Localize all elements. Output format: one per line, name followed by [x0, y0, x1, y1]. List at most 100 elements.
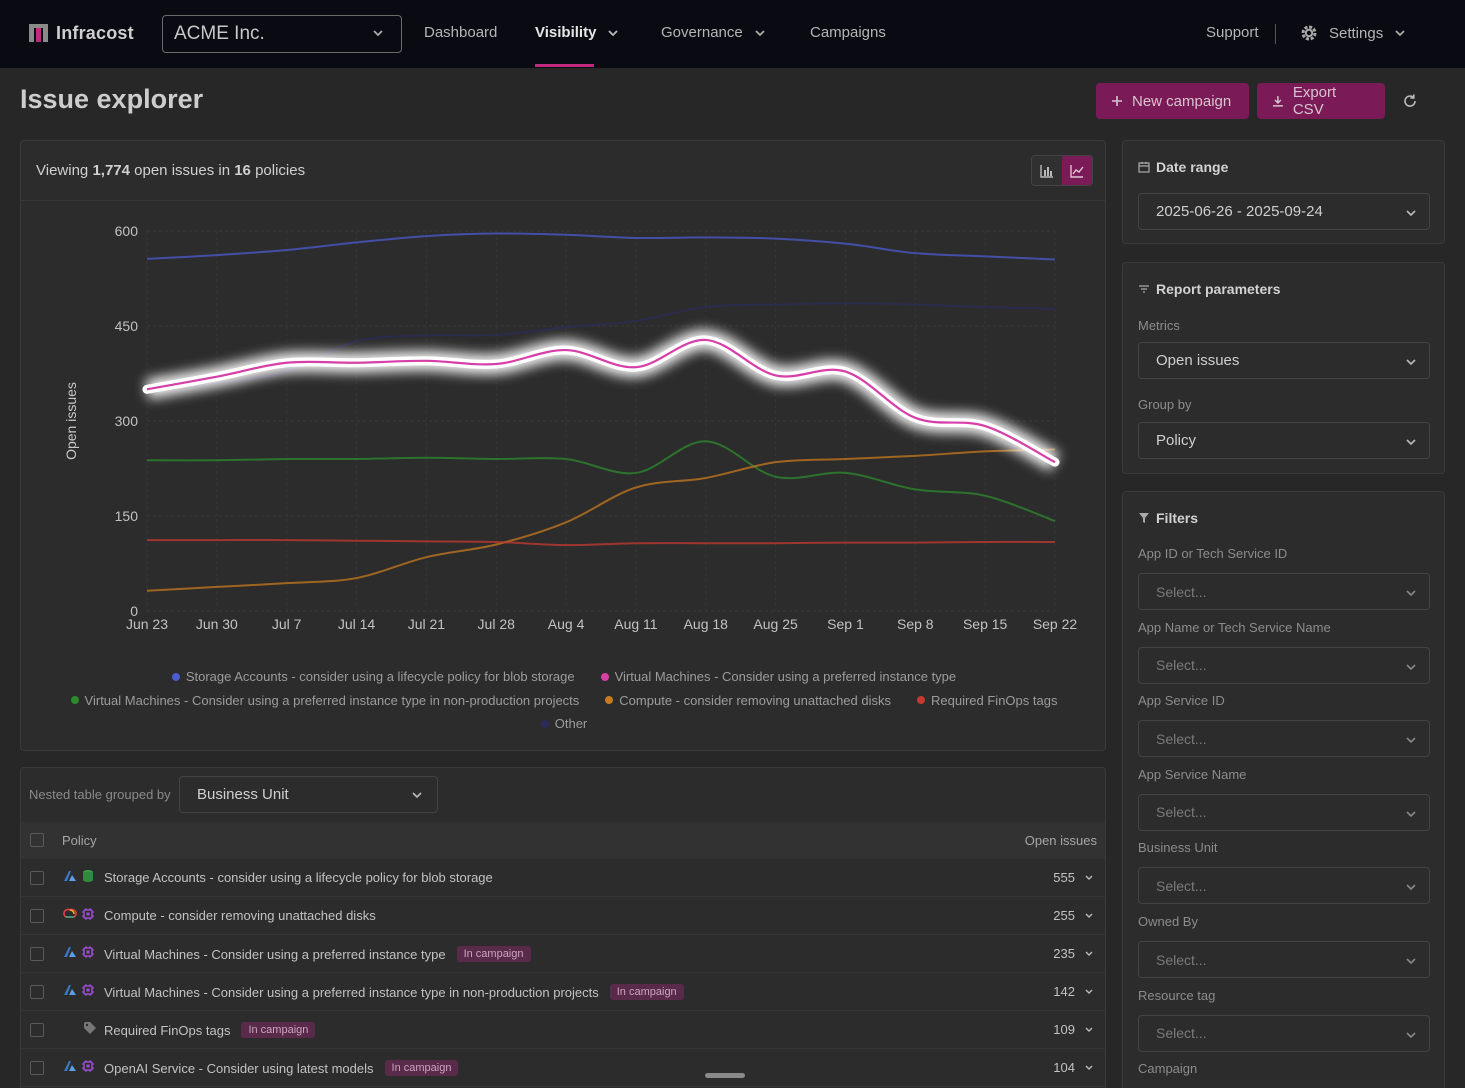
row-checkbox[interactable] — [30, 909, 44, 923]
policy-name[interactable]: Virtual Machines - Consider using a pref… — [104, 984, 684, 1000]
filter-select[interactable]: Select... — [1138, 1014, 1430, 1052]
filter-placeholder: Select... — [1156, 1025, 1207, 1042]
nav-support[interactable]: Support — [1206, 24, 1259, 41]
x-tick-label: Jun 23 — [126, 616, 168, 632]
new-campaign-button[interactable]: New campaign — [1096, 83, 1249, 119]
legend-row: Other — [21, 712, 1107, 736]
expand-chevron-icon[interactable] — [1084, 1063, 1094, 1073]
table-row[interactable]: Required FinOps tags In campaign 109 — [21, 1011, 1105, 1049]
expand-chevron-icon[interactable] — [1084, 987, 1094, 997]
refresh-icon[interactable] — [1400, 91, 1420, 111]
report-title-text: Report parameters — [1156, 281, 1281, 297]
table-row[interactable]: Compute - consider removing unattached d… — [21, 897, 1105, 935]
filter-placeholder: Select... — [1156, 804, 1207, 821]
row-checkbox[interactable] — [30, 947, 44, 961]
group-by-select[interactable]: Business Unit — [179, 776, 438, 813]
legend-swatch — [171, 672, 180, 681]
series-line[interactable] — [147, 539, 1056, 547]
org-selector[interactable]: ACME Inc. — [162, 15, 402, 53]
chevron-down-icon — [1406, 958, 1416, 965]
policy-name[interactable]: Required FinOps tags In campaign — [104, 1022, 316, 1038]
expand-chevron-icon[interactable] — [1084, 911, 1094, 921]
expand-chevron-icon[interactable] — [1084, 873, 1094, 883]
legend-item[interactable]: Other — [540, 716, 587, 731]
nav-governance-label: Governance — [661, 24, 743, 41]
chevron-down-icon — [412, 792, 422, 799]
date-range-select[interactable]: 2025-06-26 - 2025-09-24 — [1138, 193, 1430, 230]
filter-select[interactable]: Select... — [1138, 793, 1430, 831]
filter-select[interactable]: Select... — [1138, 646, 1430, 684]
policy-name-text: OpenAI Service - Consider using latest m… — [104, 1060, 374, 1076]
table-row[interactable]: Virtual Machines - Consider using a pref… — [21, 973, 1105, 1011]
series-line[interactable] — [146, 440, 1056, 523]
x-tick-label: Aug 11 — [614, 616, 658, 632]
column-open-issues[interactable]: Open issues — [1024, 833, 1097, 848]
row-checkbox[interactable] — [30, 1023, 44, 1037]
column-policy[interactable]: Policy — [62, 833, 97, 848]
select-all-checkbox[interactable] — [30, 833, 44, 847]
table-row[interactable]: OpenAI Service - Consider using latest m… — [21, 1049, 1105, 1087]
nav-campaigns[interactable]: Campaigns — [810, 24, 886, 41]
expand-chevron-icon[interactable] — [1084, 949, 1094, 959]
policy-name[interactable]: OpenAI Service - Consider using latest m… — [104, 1060, 459, 1076]
filters-title: Filters — [1138, 510, 1198, 526]
filter-label: Business Unit — [1138, 840, 1218, 856]
nav-dashboard-label: Dashboard — [424, 24, 498, 41]
metrics-value: Open issues — [1156, 352, 1240, 369]
legend-item[interactable]: Required FinOps tags — [917, 693, 1057, 708]
policy-count: 16 — [234, 162, 251, 179]
group-by-param-select[interactable]: Policy — [1138, 422, 1430, 459]
line-chart-toggle[interactable] — [1062, 156, 1092, 185]
legend-label: Required FinOps tags — [931, 692, 1058, 708]
filter-placeholder: Select... — [1156, 877, 1207, 894]
legend-item[interactable]: Virtual Machines - Consider using a pref… — [600, 669, 957, 685]
filters-panel: Filters App ID or Tech Service ID Select.… — [1122, 491, 1445, 1088]
filter-select[interactable]: Select... — [1138, 720, 1430, 758]
policy-name[interactable]: Virtual Machines - Consider using a pref… — [104, 946, 531, 962]
series-line[interactable] — [146, 232, 1056, 261]
chevron-down-icon — [1406, 884, 1416, 891]
filter-select[interactable]: Select... — [1138, 867, 1430, 905]
policy-name[interactable]: Storage Accounts - consider using a life… — [104, 870, 493, 885]
row-checkbox[interactable] — [30, 871, 44, 885]
filter-select[interactable]: Select... — [1138, 573, 1430, 610]
export-csv-button[interactable]: Export CSV — [1257, 83, 1385, 119]
bar-chart-toggle[interactable] — [1032, 156, 1062, 185]
chevron-down-icon — [1406, 664, 1416, 670]
filter-label: App Name or Tech Service Name — [1138, 619, 1331, 635]
tag-icon — [84, 1022, 96, 1034]
legend-item[interactable]: Storage Accounts - consider using a life… — [171, 669, 575, 684]
legend-item[interactable]: Virtual Machines - Consider using a pref… — [70, 693, 579, 708]
in-campaign-badge: In campaign — [241, 1022, 316, 1038]
row-checkbox[interactable] — [30, 985, 44, 999]
x-tick-label: Sep 15 — [963, 616, 1008, 632]
legend-item[interactable]: Compute - consider removing unattached d… — [605, 693, 891, 708]
scroll-handle[interactable] — [705, 1073, 745, 1078]
nav-governance[interactable]: Governance — [661, 24, 767, 41]
series-line[interactable] — [146, 302, 1056, 392]
open-issues-count: 555 — [1053, 870, 1075, 885]
nav-visibility[interactable]: Visibility — [535, 24, 620, 41]
open-issues-count: 109 — [1053, 1022, 1075, 1037]
row-icons — [63, 907, 95, 921]
policy-name[interactable]: Compute - consider removing unattached d… — [104, 908, 376, 923]
series-line[interactable] — [146, 448, 1056, 592]
summary-mid: open issues in — [129, 162, 235, 179]
row-checkbox[interactable] — [30, 1061, 44, 1075]
filter-placeholder: Select... — [1156, 951, 1207, 968]
filter-select[interactable]: Select... — [1138, 941, 1430, 978]
brand-logo[interactable]: Infracost — [28, 22, 134, 44]
nav-dashboard[interactable]: Dashboard — [424, 24, 497, 41]
expand-chevron-icon[interactable] — [1084, 1025, 1094, 1035]
metrics-select[interactable]: Open issues — [1138, 342, 1430, 379]
row-icons — [63, 1059, 95, 1073]
funnel-icon — [1139, 513, 1149, 523]
new-campaign-label: New campaign — [1132, 92, 1232, 110]
series-line-highlighted[interactable] — [146, 338, 1056, 464]
legend-label: Virtual Machines - Consider using a pref… — [614, 669, 957, 685]
open-issues-count: 142 — [1053, 984, 1075, 999]
table-row[interactable]: Storage Accounts - consider using a life… — [21, 859, 1105, 897]
nav-settings[interactable]: Settings — [1299, 23, 1407, 43]
table-row[interactable]: Virtual Machines - Consider using a pref… — [21, 935, 1105, 973]
filter-label: App Service Name — [1138, 766, 1247, 782]
